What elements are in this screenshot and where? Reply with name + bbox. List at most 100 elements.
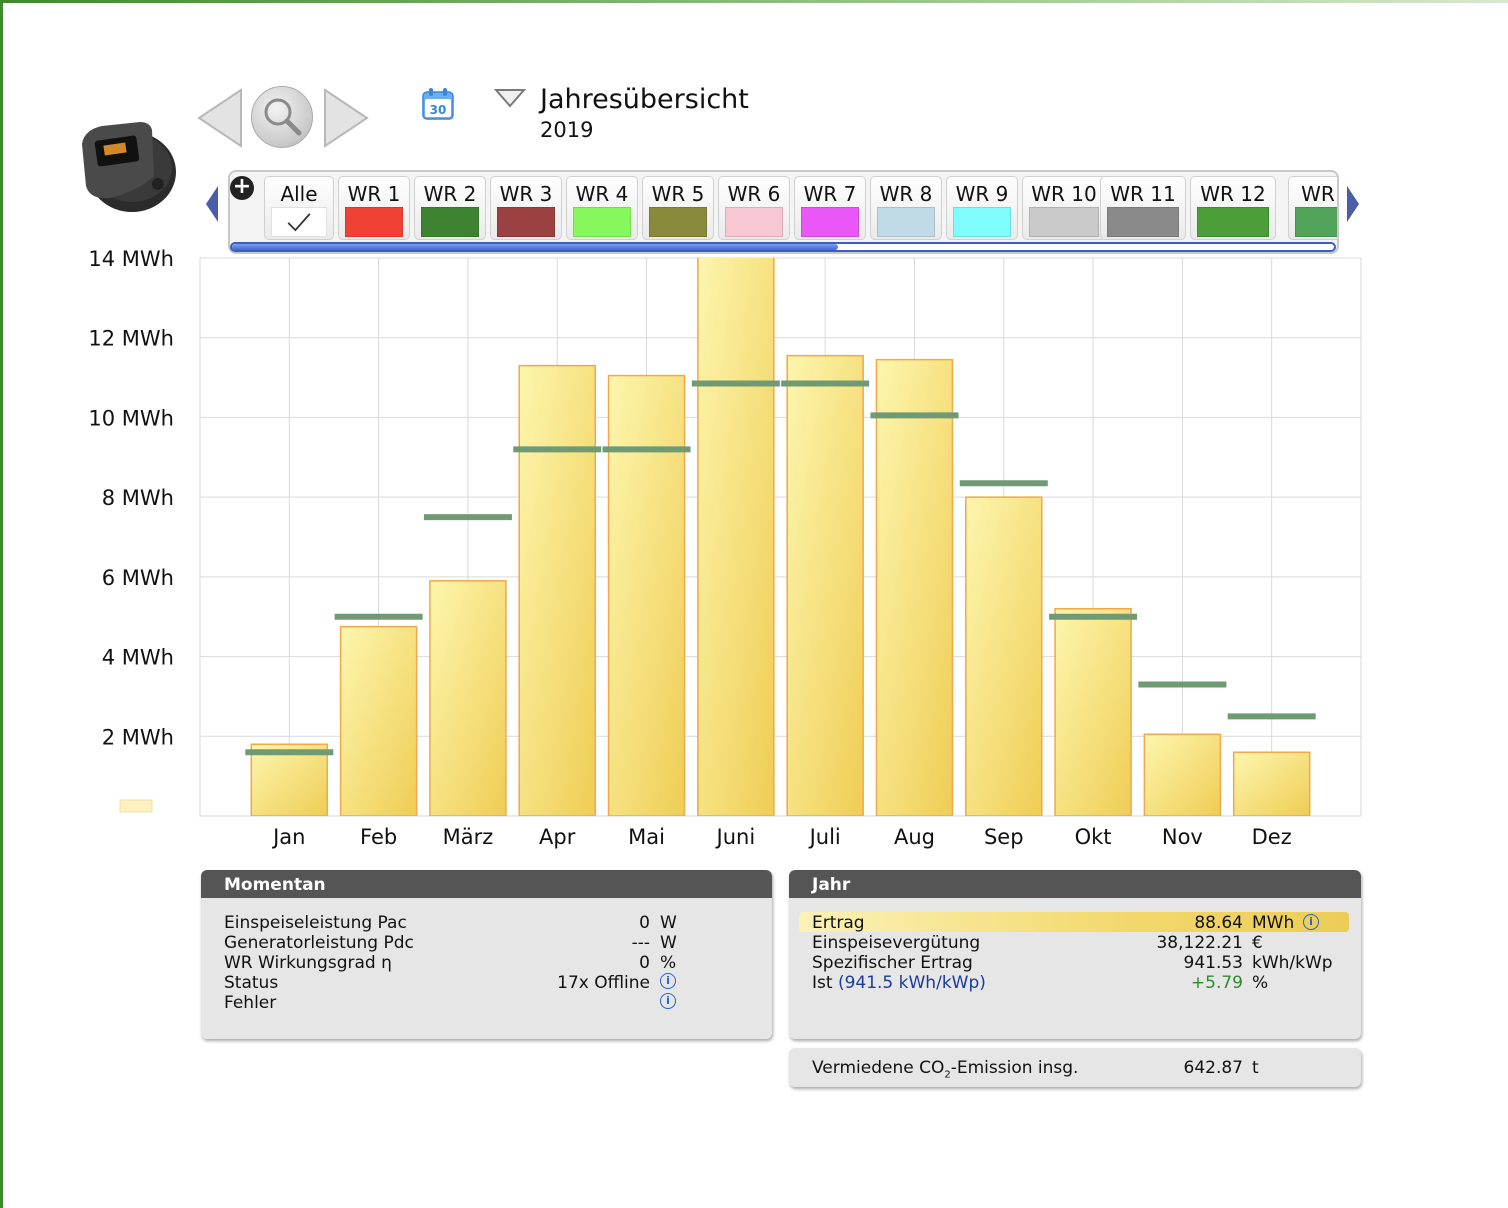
calendar-icon[interactable]: 30 xyxy=(421,87,455,121)
bar-dez[interactable] xyxy=(1232,751,1311,816)
bar-feb[interactable] xyxy=(339,625,418,816)
x-tick-label: März xyxy=(443,825,494,849)
check-icon xyxy=(271,207,327,237)
momentan-row-label: Fehler xyxy=(224,993,277,1013)
ertrag-highlight xyxy=(799,912,1349,932)
y-tick-label: 4 MWh xyxy=(102,646,174,670)
tab-color-swatch xyxy=(953,207,1011,237)
momentan-row-value: 0 xyxy=(639,953,650,973)
tab-label: WR 2 xyxy=(423,182,477,206)
tab-wr-6[interactable]: WR 6 xyxy=(718,176,790,240)
spezifischer-ertrag-label: Spezifischer Ertrag xyxy=(812,953,973,973)
previous-arrow-icon[interactable] xyxy=(197,88,243,148)
y-tick-label: 14 MWh xyxy=(88,247,174,271)
x-tick-label: Apr xyxy=(539,825,576,849)
momentan-row: WR Wirkungsgrad η 0% xyxy=(201,953,772,973)
tab-color-swatch xyxy=(573,207,631,237)
x-tick-label: Okt xyxy=(1075,825,1112,849)
tab-label: WR 3 xyxy=(499,182,553,206)
legend-swatch-icon xyxy=(119,799,153,813)
tabs-scrollbar-thumb[interactable] xyxy=(232,244,838,250)
momentan-row-unit: W xyxy=(660,933,677,953)
bar-juli[interactable] xyxy=(786,354,864,816)
momentan-row: Fehler i xyxy=(201,993,772,1013)
einspeiseverguetung-row: Einspeisevergütung 38,122.21 € xyxy=(789,933,1361,953)
calendar-day: 30 xyxy=(430,103,447,117)
bar-mai[interactable] xyxy=(607,374,686,816)
tab-alle[interactable]: Alle xyxy=(264,176,334,240)
bar-märz[interactable] xyxy=(429,580,507,816)
tab-label: WR 5 xyxy=(651,182,705,206)
momentan-row-unit: % xyxy=(660,953,677,973)
tab-wr-9[interactable]: WR 9 xyxy=(946,176,1018,240)
tab-label: WR 4 xyxy=(575,182,629,206)
next-arrow-icon[interactable] xyxy=(323,88,369,148)
co2-panel: Vermiedene CO2-Emission insg. 642.87 t xyxy=(789,1048,1361,1087)
einspeiseverguetung-label: Einspeisevergütung xyxy=(812,933,981,953)
co2-row: Vermiedene CO2-Emission insg. 642.87 t xyxy=(789,1058,1361,1081)
tab-color-swatch xyxy=(1295,207,1337,237)
tab-label: WR xyxy=(1301,182,1335,206)
tab-wr-1[interactable]: WR 1 xyxy=(338,176,410,240)
einspeiseverguetung-unit: € xyxy=(1252,933,1263,953)
bar-okt[interactable] xyxy=(1054,607,1132,816)
momentan-row-label: Status xyxy=(224,973,279,993)
ertrag-info-icon[interactable]: i xyxy=(1303,914,1319,930)
momentan-row: Einspeiseleistung Pac 0 W xyxy=(201,913,772,933)
tab-wr-11[interactable]: WR 11 xyxy=(1100,176,1186,240)
tab-color-swatch xyxy=(801,207,859,237)
bar-sep[interactable] xyxy=(965,496,1043,816)
yearly-yield-chart: 2 MWh 4 MWh 6 MWh 8 MWh 10 MWh 12 MWh 14 MWh Ja… xyxy=(88,246,1362,849)
tab-wr[interactable]: WR xyxy=(1288,176,1337,240)
zoom-button[interactable] xyxy=(251,86,313,148)
tab-wr-8[interactable]: WR 8 xyxy=(870,176,942,240)
x-tick-label: Jan xyxy=(271,825,305,849)
tab-label: WR 11 xyxy=(1110,182,1176,206)
bar-juni[interactable] xyxy=(697,246,775,816)
bar-nov[interactable] xyxy=(1143,733,1222,816)
tab-label: WR 8 xyxy=(879,182,933,206)
x-tick-label: Feb xyxy=(360,825,397,849)
tab-color-swatch xyxy=(1197,207,1269,237)
momentan-row-label: Einspeiseleistung Pac xyxy=(224,913,407,933)
tab-color-swatch xyxy=(649,207,707,237)
tab-wr-12[interactable]: WR 12 xyxy=(1190,176,1276,240)
y-tick-label: 6 MWh xyxy=(102,566,174,590)
bar-jan[interactable] xyxy=(250,743,329,816)
tab-label: WR 6 xyxy=(727,182,781,206)
info-icon[interactable]: i xyxy=(660,993,676,1009)
ist-label: Ist (941.5 kWh/kWp) xyxy=(812,973,986,993)
bar-aug[interactable] xyxy=(875,358,954,816)
tab-wr-7[interactable]: WR 7 xyxy=(794,176,866,240)
tab-label: Alle xyxy=(280,182,318,206)
tab-wr-4[interactable]: WR 4 xyxy=(566,176,638,240)
ist-value: +5.79 xyxy=(1190,973,1243,993)
momentan-row: Generatorleistung Pdc --- W xyxy=(201,933,772,953)
add-icon[interactable]: + xyxy=(230,176,254,200)
tab-label: WR 9 xyxy=(955,182,1009,206)
inverter-device-image xyxy=(82,122,176,212)
tabs-scroll-right-icon[interactable] xyxy=(1347,186,1359,222)
co2-label-sub: 2 xyxy=(944,1069,951,1081)
tabs-scroll-left-icon[interactable] xyxy=(206,186,218,222)
jahr-panel: Jahr Ertrag 88.64 MWh i Einspeisevergütu… xyxy=(789,870,1361,1039)
dropdown-triangle-icon[interactable] xyxy=(494,88,526,110)
tab-wr-3[interactable]: WR 3 xyxy=(490,176,562,240)
tab-wr-5[interactable]: WR 5 xyxy=(642,176,714,240)
tab-label: WR 12 xyxy=(1200,182,1266,206)
momentan-row-label: WR Wirkungsgrad η xyxy=(224,953,392,973)
tabs-scrollbar[interactable] xyxy=(230,242,1336,252)
y-tick-label: 10 MWh xyxy=(88,406,174,430)
tab-color-swatch xyxy=(497,207,555,237)
x-tick-label: Juli xyxy=(808,825,841,849)
bar-apr[interactable] xyxy=(518,364,596,816)
tab-wr-2[interactable]: WR 2 xyxy=(414,176,486,240)
info-icon[interactable]: i xyxy=(660,973,676,989)
tab-color-swatch xyxy=(421,207,479,237)
page-subtitle-year: 2019 xyxy=(540,118,594,142)
window-top-border xyxy=(0,0,1508,3)
x-tick-label: Aug xyxy=(894,825,935,849)
momentan-row-unit: W xyxy=(660,913,677,933)
tab-wr-10[interactable]: WR 10 xyxy=(1022,176,1106,240)
co2-label-post: -Emission insg. xyxy=(950,1058,1079,1078)
